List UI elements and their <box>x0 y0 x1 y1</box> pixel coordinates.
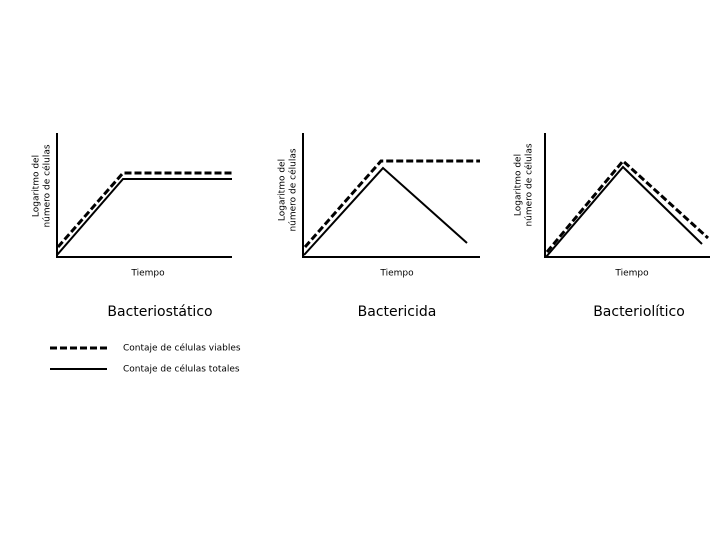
viable-curve <box>56 171 232 248</box>
legend-label: Contaje de células totales <box>123 364 240 375</box>
y-label: número de células <box>42 144 53 227</box>
legend-label: Contaje de células viables <box>123 343 241 354</box>
x-label: Tiempo <box>130 269 165 279</box>
panel-title: Bactericida <box>358 304 437 320</box>
y-label: número de células <box>524 143 535 226</box>
y-label: Logaritmo del <box>514 154 524 216</box>
y-label: Logaritmo del <box>32 155 42 217</box>
axes <box>544 133 710 258</box>
x-label: Tiempo <box>614 269 649 279</box>
total-curve <box>545 165 703 258</box>
y-label: número de células <box>288 148 299 231</box>
panel-title: Bacteriolítico <box>593 304 685 320</box>
viable-curve <box>303 159 480 248</box>
axes <box>56 133 232 258</box>
total-curve <box>56 178 232 256</box>
axes <box>302 133 480 258</box>
viable-curve <box>545 158 710 253</box>
panel-title: Bacteriostático <box>107 304 212 320</box>
x-label: Tiempo <box>379 269 414 279</box>
total-curve <box>303 166 468 256</box>
y-label: Logaritmo del <box>278 159 288 221</box>
